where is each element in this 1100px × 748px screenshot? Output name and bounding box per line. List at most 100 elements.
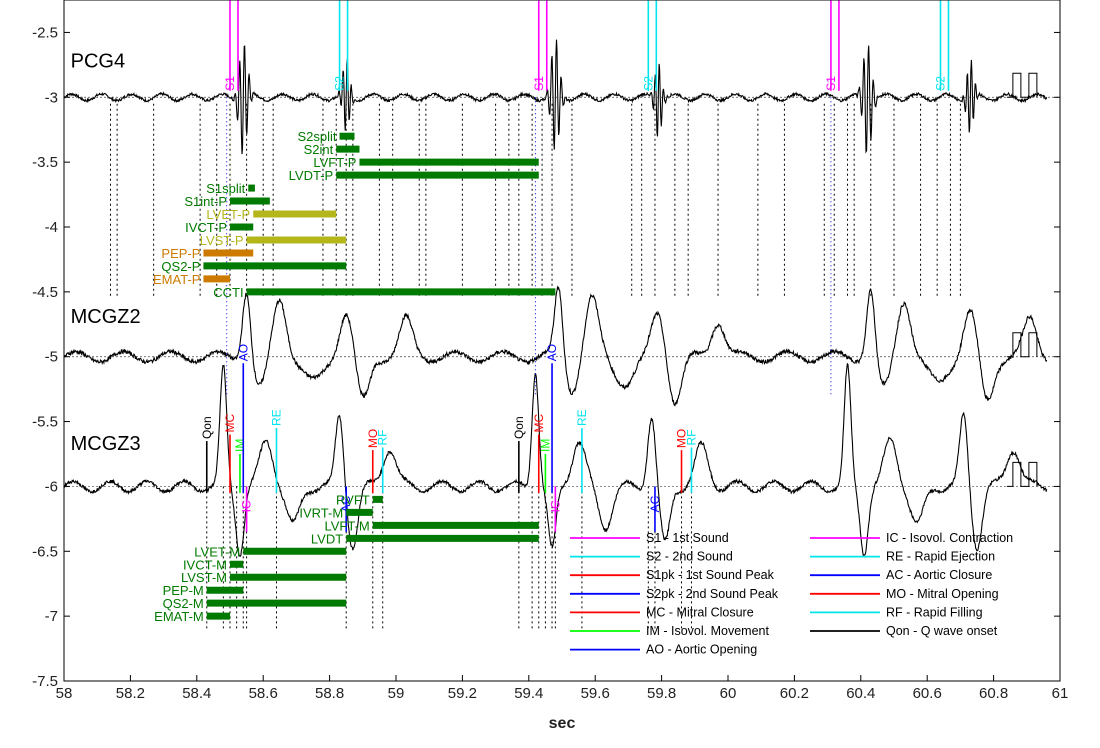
mcg-interval-label-8: QS2-M xyxy=(163,596,204,611)
event-label-ac-6: AC xyxy=(339,495,353,512)
legend-col1-entry-5: IM - Isovol. Movement xyxy=(646,624,769,638)
legend-col1-entry-3: S2pk - 2nd Sound Peak xyxy=(646,587,779,601)
event-label-qon-0: Qon xyxy=(200,416,214,439)
pcg-marker-label-0: S1 xyxy=(223,76,237,91)
event-label-im-2: IM xyxy=(233,439,247,452)
x-tick-label-12: 60.4 xyxy=(846,685,875,702)
pcg4-trace xyxy=(63,39,1048,155)
y-tick-label-5: -5 xyxy=(45,349,58,366)
legend-col2-entry-5: Qon - Q wave onset xyxy=(886,624,998,638)
pcg-interval-label-5: S1int-P xyxy=(184,194,227,209)
x-tick-label-4: 58.8 xyxy=(315,685,344,702)
y-tick-label-2: -3.5 xyxy=(32,154,58,171)
signal-end-blocks xyxy=(1006,332,1038,358)
pcg-interval-label-2: LVFT-P xyxy=(313,155,356,170)
legend-col2-entry-3: MO - Mitral Opening xyxy=(886,587,999,601)
y-tick-label-1: -3 xyxy=(45,89,58,106)
signal-labels: PCG4 MCGZ2 MCGZ3 xyxy=(71,50,141,455)
x-tick-label-5: 59 xyxy=(388,685,405,702)
event-label-ac-15: AC xyxy=(648,495,662,512)
legend-col1-entry-0: S1 - 1st Sound xyxy=(646,531,729,545)
pcg-marker-label-3: S2 xyxy=(641,76,655,91)
pcg-interval-label-11: EMAT-P xyxy=(153,272,200,287)
event-label-ao-5: AO xyxy=(236,344,250,361)
x-tick-label-2: 58.4 xyxy=(182,685,211,702)
pcg-interval-label-3: LVDT-P xyxy=(289,168,334,183)
event-label-ic-3: IC xyxy=(240,500,254,512)
x-tick-label-14: 60.8 xyxy=(979,685,1008,702)
mcg-interval-label-7: PEP-M xyxy=(163,583,204,598)
mcg-interval-label-9: EMAT-M xyxy=(154,609,204,624)
pcg-interval-label-4: S1split xyxy=(206,181,245,196)
event-label-mc-1: MC xyxy=(223,414,237,433)
legend-col2-entry-2: AC - Aortic Closure xyxy=(886,568,992,582)
event-label-mo-7: MO xyxy=(366,429,380,448)
signal-label-mcgz3: MCGZ3 xyxy=(71,433,141,455)
legend: S1 - 1st Sound S2 - 2nd Sound S1pk - 1st S… xyxy=(570,531,1013,657)
axes: -2.5 -3 -3.5 -4 -4.5 -5 -5.5 -6 -6.5 -7 -7.558 58.2… xyxy=(32,0,1068,702)
mcg-interval-label-5: IVCT-M xyxy=(183,557,227,572)
x-tick-label-3: 58.6 xyxy=(249,685,278,702)
event-label-rf-17: RF xyxy=(684,430,698,446)
x-tick-label-0: 58 xyxy=(56,685,73,702)
pcg-interval-label-9: PEP-P xyxy=(161,246,200,261)
mcg-interval-label-0: RVFT xyxy=(336,492,370,507)
signal-label-mcgz2: MCGZ2 xyxy=(71,306,141,328)
legend-col2-entry-0: IC - Isovol. Contraction xyxy=(886,531,1013,545)
signal-label-pcg4: PCG4 xyxy=(71,50,125,72)
y-tick-label-4: -4.5 xyxy=(32,284,58,301)
signal-end-blocks xyxy=(1006,461,1038,487)
legend-col1-entry-1: S2 - 2nd Sound xyxy=(646,550,733,564)
axes-frame xyxy=(63,0,1061,682)
pcg-interval-label-0: S2split xyxy=(298,129,337,144)
pcg-marker-label-4: S1 xyxy=(824,76,838,91)
y-tick-label-7: -6 xyxy=(45,478,58,495)
event-label-im-11: IM xyxy=(538,439,552,452)
mcg-interval-label-4: LVET-M xyxy=(194,544,240,559)
pcg-marker-label-1: S2 xyxy=(333,76,347,91)
y-tick-label-9: -7 xyxy=(45,608,58,625)
pcg-interval-label-1: S2int xyxy=(304,142,334,157)
x-axis-label: sec xyxy=(549,715,576,732)
pcg-interval-label-8: LVST-P xyxy=(200,233,244,248)
x-tick-label-9: 59.8 xyxy=(647,685,676,702)
pcg-interval-label-6: LVET-P xyxy=(206,207,250,222)
event-label-ao-13: AO xyxy=(545,344,559,361)
x-tick-label-10: 60 xyxy=(720,685,737,702)
x-tick-label-7: 59.4 xyxy=(514,685,543,702)
legend-col1-entry-6: AO - Aortic Opening xyxy=(646,643,757,657)
mcg-interval-label-3: LVDT xyxy=(311,531,343,546)
event-label-rf-8: RF xyxy=(376,430,390,446)
x-tick-label-15: 61 xyxy=(1052,685,1069,702)
event-label-mo-16: MO xyxy=(675,429,689,448)
event-label-ic-12: IC xyxy=(548,500,562,512)
pcg-interval-label-12: CCTI xyxy=(213,285,243,300)
x-tick-label-13: 60.6 xyxy=(913,685,942,702)
pcg-marker-label-2: S1 xyxy=(532,76,546,91)
y-tick-label-8: -6.5 xyxy=(32,543,58,560)
signal-traces xyxy=(63,39,1060,557)
pcg-interval-label-7: IVCT-P xyxy=(185,220,227,235)
mcg-interval-label-2: LVFT-M xyxy=(324,518,369,533)
legend-col2-entry-4: RF - Rapid Filling xyxy=(886,605,983,619)
signal-end-blocks xyxy=(1006,72,1038,98)
mcg-interval-label-1: IVRT-M xyxy=(299,505,343,520)
x-tick-label-6: 59.2 xyxy=(448,685,477,702)
y-tick-label-3: -4 xyxy=(45,219,58,236)
legend-col2-entry-1: RE - Rapid Ejection xyxy=(886,550,995,564)
event-label-qon-9: Qon xyxy=(512,416,526,439)
y-tick-label-0: -2.5 xyxy=(32,24,58,41)
legend-col1-entry-2: S1pk - 1st Sound Peak xyxy=(646,568,775,582)
mcgz2-trace xyxy=(63,285,1048,407)
interval-bars: S2splitS2intLVFT-PLVDT-PS1splitS1int-PLV… xyxy=(153,129,556,624)
x-tick-label-1: 58.2 xyxy=(116,685,145,702)
event-label-re-4: RE xyxy=(269,409,283,426)
x-tick-label-8: 59.6 xyxy=(581,685,610,702)
x-tick-label-11: 60.2 xyxy=(780,685,809,702)
pcg-marker-label-5: S2 xyxy=(933,76,947,91)
pcg-interval-label-10: QS2-P xyxy=(161,259,200,274)
event-label-mc-10: MC xyxy=(532,414,546,433)
